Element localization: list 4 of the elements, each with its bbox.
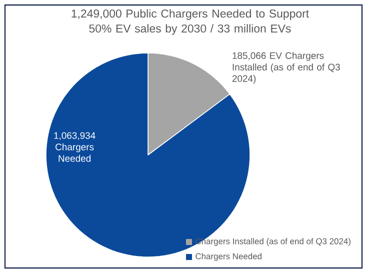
- data-label: 185,066 EV Chargers Installed (as of end of Q3 2024): [232, 52, 340, 84]
- chart-title: 1,249,000 Public Chargers Needed to Support 50% EV sales by 2030 / 33 million EVs: [72, 9, 309, 35]
- legend-label: Chargers Needed: [196, 253, 262, 261]
- data-label: 1,063,934 Chargers Needed: [54, 132, 96, 162]
